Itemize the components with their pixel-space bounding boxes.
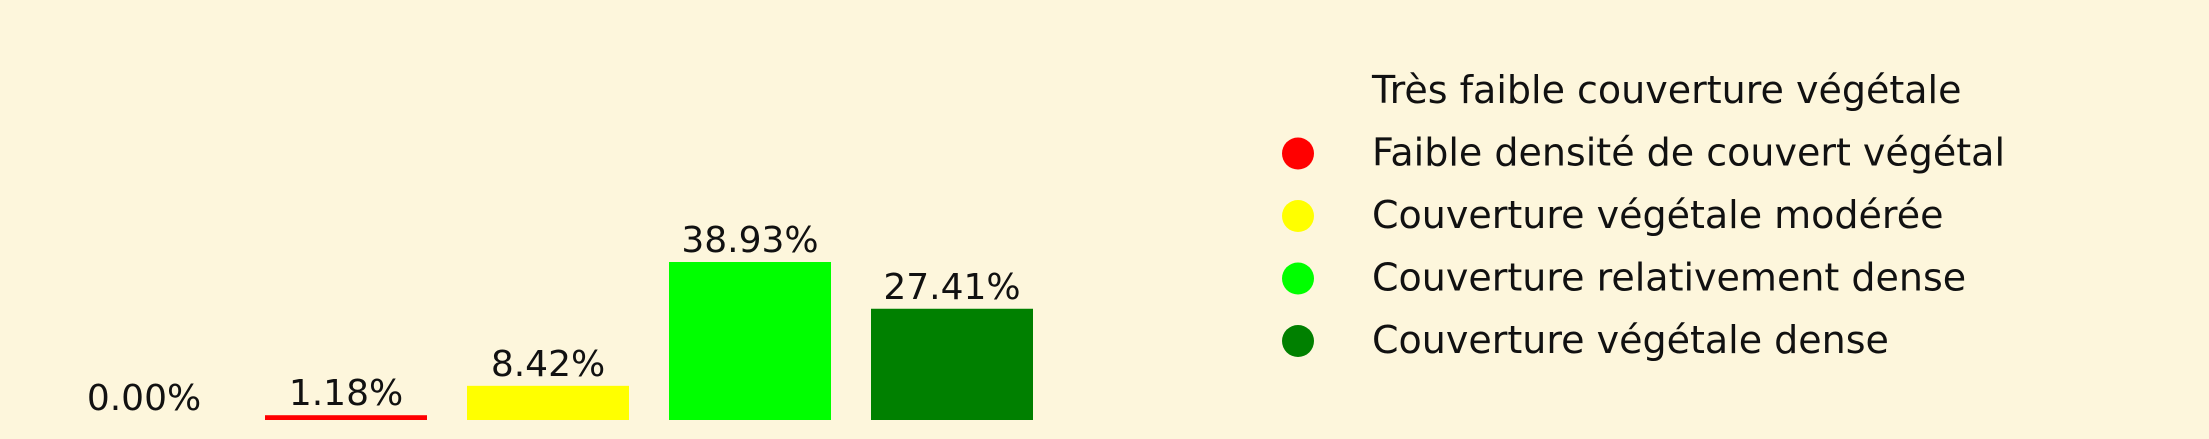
legend-label-1: Très faible couverture végétale [1371,68,1961,112]
legend-marker-5 [1282,325,1314,357]
bar-3 [467,385,629,420]
bar-5 [871,308,1033,420]
bar-value-label-2: 1.18% [289,373,403,414]
bar-2 [265,415,427,420]
bar-value-label-3: 8.42% [491,344,605,385]
legend-label-3: Couverture végétale modérée [1372,193,1943,237]
bar-value-label-1: 0.00% [87,378,201,419]
legend-label-5: Couverture végétale dense [1372,318,1889,362]
legend-label-2: Faible densité de couvert végétal [1372,131,2005,175]
bar-value-label-4: 38.93% [681,220,818,261]
bar-value-label-5: 27.41% [883,267,1020,308]
legend-marker-2 [1282,137,1314,170]
legend-marker-1 [1282,75,1314,107]
legend-label-4: Couverture relativement dense [1372,256,1966,300]
legend-marker-3 [1282,200,1314,232]
legend: Très faible couverture végétale Faible de… [1282,68,2005,362]
bar-4 [669,262,831,420]
legend-marker-4 [1282,262,1314,295]
